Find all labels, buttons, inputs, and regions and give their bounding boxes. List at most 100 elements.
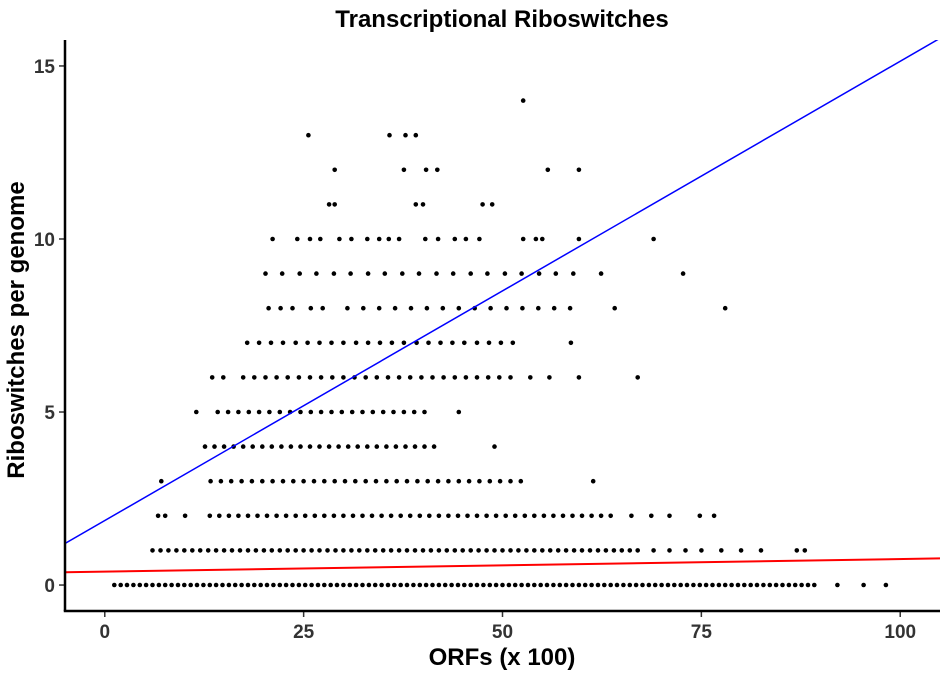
- data-point: [538, 582, 543, 588]
- data-point: [635, 375, 640, 380]
- data-point: [190, 548, 195, 553]
- data-point: [651, 548, 656, 553]
- data-point: [545, 167, 551, 173]
- data-point: [767, 582, 773, 588]
- data-point: [271, 582, 276, 588]
- data-point: [280, 340, 286, 346]
- data-point: [349, 236, 354, 242]
- data-point: [551, 513, 556, 519]
- data-point: [519, 582, 524, 588]
- data-point: [150, 548, 155, 553]
- data-point: [353, 582, 359, 588]
- data-point: [398, 582, 404, 588]
- data-point: [635, 548, 640, 553]
- data-point: [270, 478, 275, 484]
- x-tick-label: 50: [492, 622, 513, 643]
- data-point: [520, 98, 526, 103]
- x-axis-label: ORFs (x 100): [429, 644, 576, 671]
- data-point: [603, 548, 609, 553]
- data-point: [392, 582, 397, 588]
- data-point: [392, 305, 398, 311]
- data-point: [389, 340, 395, 346]
- data-point: [388, 513, 394, 519]
- data-point: [703, 582, 709, 588]
- data-point: [256, 340, 262, 346]
- data-point: [182, 548, 187, 553]
- data-point: [563, 548, 569, 553]
- data-point: [270, 236, 275, 242]
- data-point: [640, 582, 645, 588]
- data-point: [298, 409, 303, 415]
- data-point: [396, 548, 402, 553]
- data-point: [651, 236, 656, 242]
- y-tick-label: 0: [44, 576, 55, 597]
- data-point: [182, 582, 187, 588]
- data-point: [341, 375, 346, 380]
- data-point: [279, 271, 285, 276]
- data-point: [492, 444, 497, 449]
- data-point: [290, 582, 295, 588]
- data-point: [477, 478, 482, 484]
- data-point: [536, 305, 541, 311]
- data-point: [322, 513, 327, 519]
- data-point: [504, 305, 509, 311]
- data-point: [361, 305, 366, 311]
- data-point: [385, 375, 391, 380]
- y-tick-label: 15: [34, 57, 56, 78]
- data-point: [237, 548, 243, 553]
- data-point: [486, 340, 492, 346]
- data-point: [394, 478, 400, 484]
- data-point: [485, 271, 490, 276]
- data-point: [401, 409, 407, 415]
- data-point: [293, 548, 299, 553]
- data-point: [278, 305, 283, 311]
- data-point: [697, 513, 703, 519]
- data-point: [589, 582, 594, 588]
- y-tick-label: 5: [44, 403, 55, 424]
- data-point: [598, 271, 604, 276]
- data-point: [302, 513, 308, 519]
- data-point: [516, 548, 521, 553]
- data-point: [376, 236, 382, 242]
- data-point: [422, 409, 427, 415]
- data-point: [212, 444, 217, 449]
- data-point: [571, 548, 577, 553]
- data-point: [348, 271, 353, 276]
- data-point: [221, 444, 227, 449]
- data-point: [412, 548, 418, 553]
- data-point: [295, 236, 300, 242]
- data-point: [619, 548, 625, 553]
- data-point: [377, 340, 383, 346]
- data-point: [568, 340, 574, 346]
- data-point: [436, 548, 442, 553]
- data-point: [311, 478, 317, 484]
- data-point: [481, 582, 486, 588]
- data-point: [208, 478, 213, 484]
- data-point: [611, 548, 617, 553]
- data-point: [465, 513, 470, 519]
- data-point: [497, 478, 503, 484]
- data-point: [450, 340, 455, 346]
- data-point: [288, 444, 294, 449]
- data-point: [532, 582, 537, 588]
- data-point: [684, 582, 690, 588]
- data-point: [519, 271, 524, 276]
- data-point: [308, 409, 314, 415]
- data-point: [792, 582, 798, 588]
- data-point: [267, 409, 272, 415]
- data-point: [217, 513, 222, 519]
- data-point: [215, 409, 220, 415]
- data-point: [318, 409, 324, 415]
- data-point: [722, 582, 728, 588]
- data-point: [396, 375, 402, 380]
- data-point: [444, 548, 450, 553]
- data-point: [202, 444, 208, 449]
- data-point: [341, 513, 346, 519]
- data-point: [347, 582, 353, 588]
- data-point: [738, 548, 744, 553]
- data-point: [484, 548, 489, 553]
- data-point: [614, 582, 620, 588]
- data-point: [277, 582, 283, 588]
- data-point: [274, 513, 279, 519]
